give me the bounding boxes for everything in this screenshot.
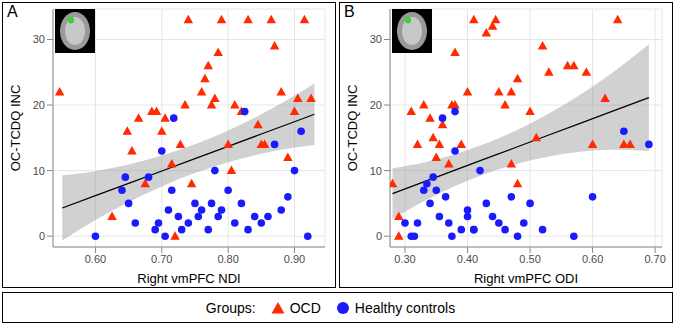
svg-text:0.80: 0.80 (217, 253, 238, 265)
html-text:A: A (7, 3, 18, 20)
svg-text:0.60: 0.60 (85, 253, 106, 265)
svg-text:0.30: 0.30 (394, 253, 415, 265)
svg-text:Right vmPFC NDI: Right vmPFC NDI (137, 271, 240, 286)
svg-text:0.70: 0.70 (644, 253, 665, 265)
svg-text:30: 30 (33, 33, 45, 45)
svg-text:30: 30 (370, 33, 382, 45)
svg-text:0.40: 0.40 (457, 253, 478, 265)
svg-text:0: 0 (39, 230, 45, 242)
svg-text:0.60: 0.60 (582, 253, 603, 265)
svg-text:0: 0 (376, 230, 382, 242)
html-text:Healthy controls: Healthy controls (354, 299, 456, 316)
svg-text:OC-TCDQ INC: OC-TCDQ INC (8, 85, 23, 172)
html-text:Groups:: Groups: (205, 299, 256, 316)
svg-text:0.70: 0.70 (151, 253, 172, 265)
svg-text:10: 10 (33, 165, 45, 177)
svg-text:0.90: 0.90 (284, 253, 305, 265)
html-text:B: B (344, 3, 355, 20)
svg-text:Right vmPFC ODI: Right vmPFC ODI (474, 271, 578, 286)
svg-text:OC-TCDQ INC: OC-TCDQ INC (345, 85, 360, 172)
html-text:OCD: OCD (289, 299, 321, 316)
svg-text:10: 10 (370, 165, 382, 177)
svg-text:20: 20 (370, 99, 382, 111)
svg-text:20: 20 (33, 99, 45, 111)
svg-text:0.50: 0.50 (519, 253, 540, 265)
